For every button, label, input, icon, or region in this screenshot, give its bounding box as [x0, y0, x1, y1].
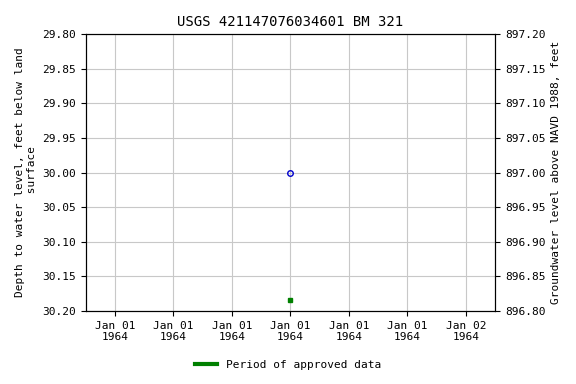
- Y-axis label: Groundwater level above NAVD 1988, feet: Groundwater level above NAVD 1988, feet: [551, 41, 561, 304]
- Legend: Period of approved data: Period of approved data: [191, 356, 385, 375]
- Title: USGS 421147076034601 BM 321: USGS 421147076034601 BM 321: [177, 15, 403, 29]
- Y-axis label: Depth to water level, feet below land
 surface: Depth to water level, feet below land su…: [15, 48, 37, 298]
